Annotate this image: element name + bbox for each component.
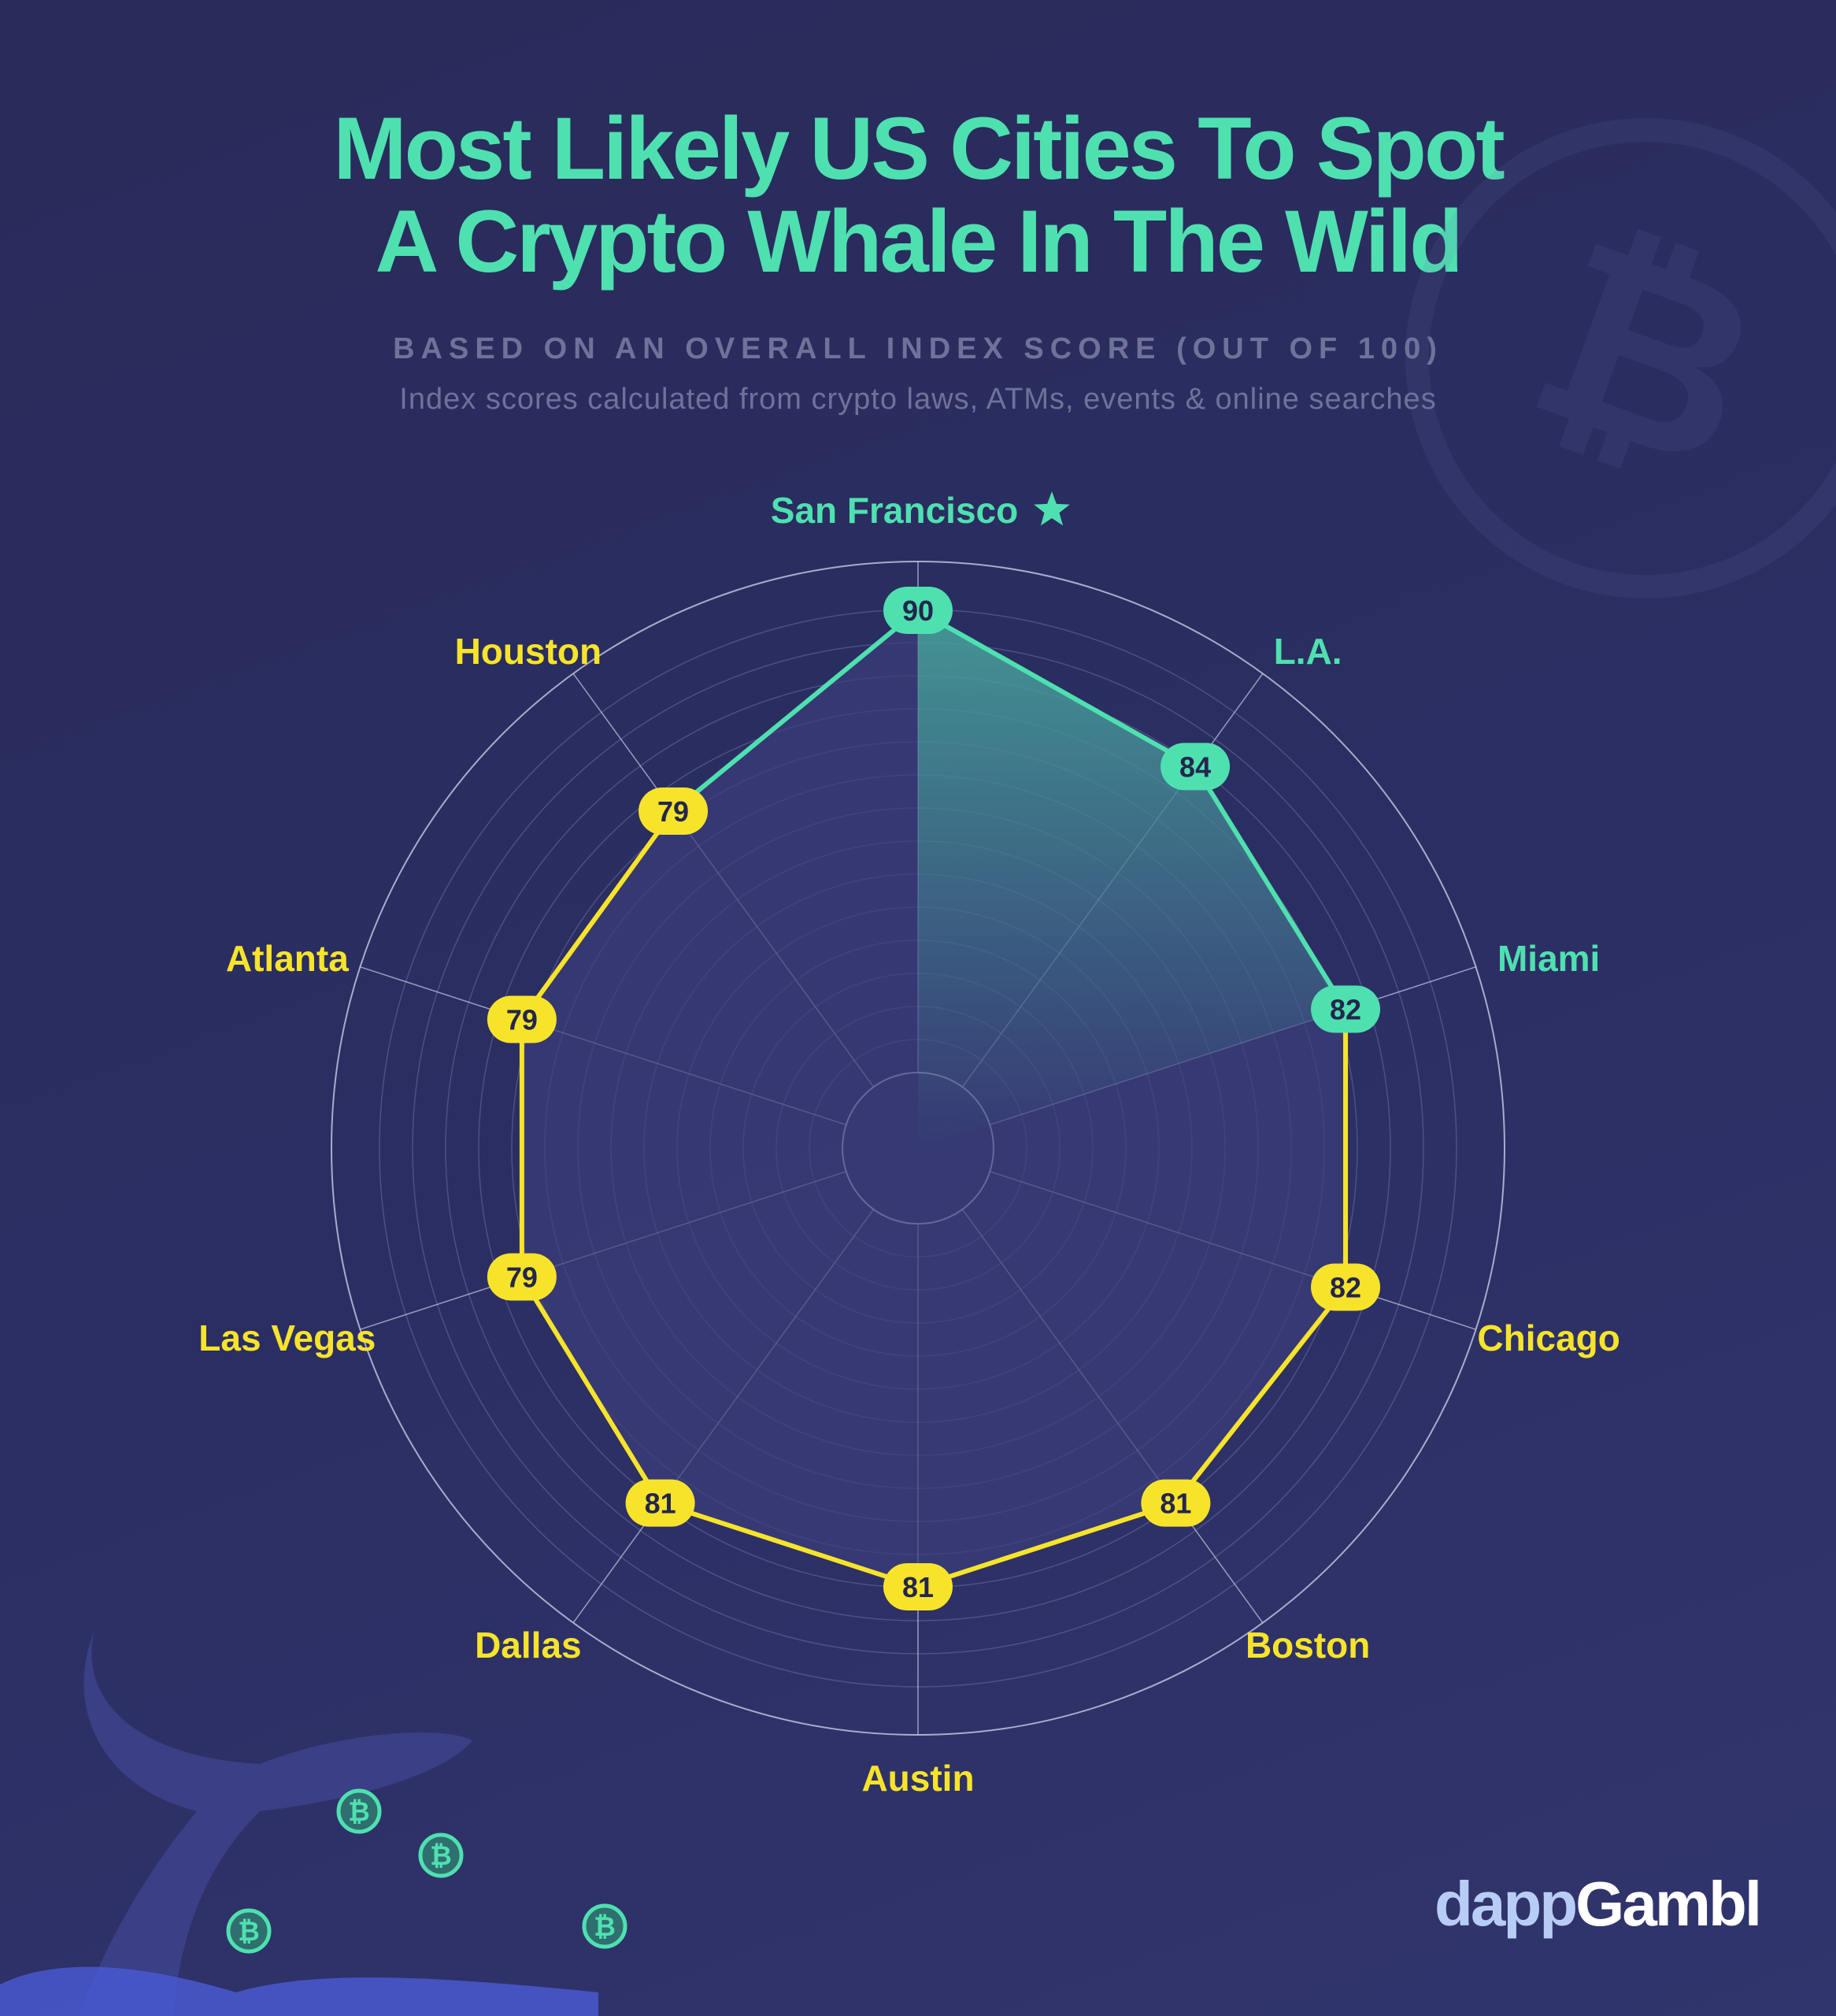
data-point-badge	[487, 1253, 557, 1301]
data-point-badge	[1141, 1479, 1211, 1527]
data-label: 79	[506, 1261, 538, 1293]
data-point-badge	[1311, 985, 1381, 1033]
star-icon	[1034, 491, 1070, 526]
data-point-badge	[1160, 743, 1231, 791]
category-label: Dallas	[475, 1625, 582, 1666]
bitcoin-coin-icon	[582, 1903, 627, 1949]
data-label: 82	[1330, 994, 1361, 1026]
whale-tail-decoration	[0, 1630, 598, 2016]
series-edge	[1174, 1285, 1348, 1505]
category-label: Las Vegas	[198, 1317, 376, 1358]
data-label: 79	[657, 795, 689, 828]
data-label: 84	[1179, 750, 1211, 783]
highlighted-area	[918, 610, 1346, 1148]
category-label: Boston	[1246, 1625, 1370, 1666]
category-label: Austin	[861, 1758, 974, 1799]
data-label: 79	[506, 1004, 538, 1036]
bitcoin-coin-icon	[226, 1908, 272, 1954]
dappgambl-logo: dappGambl	[1434, 1869, 1762, 1939]
bitcoin-symbol: ₿	[430, 1840, 452, 1872]
chart-title: Most Likely US Cities To Spot A Crypto W…	[333, 99, 1505, 291]
series-edge	[672, 608, 920, 813]
bitcoin-coin-icon	[336, 1788, 382, 1834]
bitcoin-coin-icon	[418, 1833, 464, 1878]
data-point-badge	[883, 587, 953, 634]
data-point-badge	[639, 788, 709, 836]
category-label: Miami	[1497, 938, 1600, 979]
data-point-badge	[883, 1563, 953, 1610]
chart-subtitle: BASED ON AN OVERALL INDEX SCORE (OUT OF …	[393, 332, 1443, 365]
chart-description: Index scores calculated from crypto laws…	[399, 383, 1437, 416]
svg-text:₿: ₿	[1502, 187, 1791, 522]
category-label: Houston	[455, 631, 602, 672]
bitcoin-symbol: ₿	[594, 1911, 616, 1943]
category-label: San Francisco	[771, 490, 1018, 531]
series-edge	[916, 608, 1197, 769]
series-edge	[659, 1500, 919, 1589]
series-edge	[520, 1275, 663, 1505]
category-label: Chicago	[1477, 1317, 1619, 1358]
bitcoin-symbol: ₿	[348, 1796, 370, 1828]
data-point-badge	[625, 1479, 695, 1527]
bitcoin-symbol: ₿	[238, 1916, 260, 1947]
data-point-badge	[487, 995, 557, 1043]
series-edge	[917, 1500, 1177, 1589]
series-edge	[1193, 765, 1348, 1011]
data-label: 81	[645, 1488, 676, 1520]
data-label: 82	[1330, 1271, 1361, 1303]
data-label: 90	[902, 595, 934, 627]
category-label: L.A.	[1274, 631, 1342, 672]
data-label: 81	[902, 1571, 934, 1603]
category-label: Atlanta	[226, 938, 349, 979]
data-label: 81	[1160, 1488, 1191, 1520]
series-edge	[520, 810, 676, 1021]
data-point-badge	[1311, 1263, 1381, 1311]
bitcoin-watermark: ₿	[1405, 118, 1836, 598]
